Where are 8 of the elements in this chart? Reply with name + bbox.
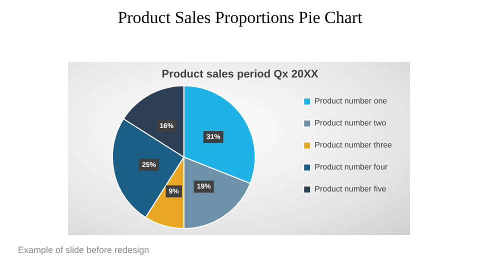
- legend-label: Product number five: [314, 184, 387, 194]
- legend-label: Product number one: [314, 96, 388, 106]
- text: Example of slide before redesign: [18, 245, 150, 255]
- legend-label: Product number three: [314, 140, 393, 150]
- chart-subtitle: Product sales period Qx 20XX: [162, 68, 319, 81]
- legend-label: Product number two: [314, 118, 387, 128]
- legend-label: Product number four: [314, 162, 388, 172]
- chart-title: Product Sales Proportions Pie Chart: [116, 8, 364, 28]
